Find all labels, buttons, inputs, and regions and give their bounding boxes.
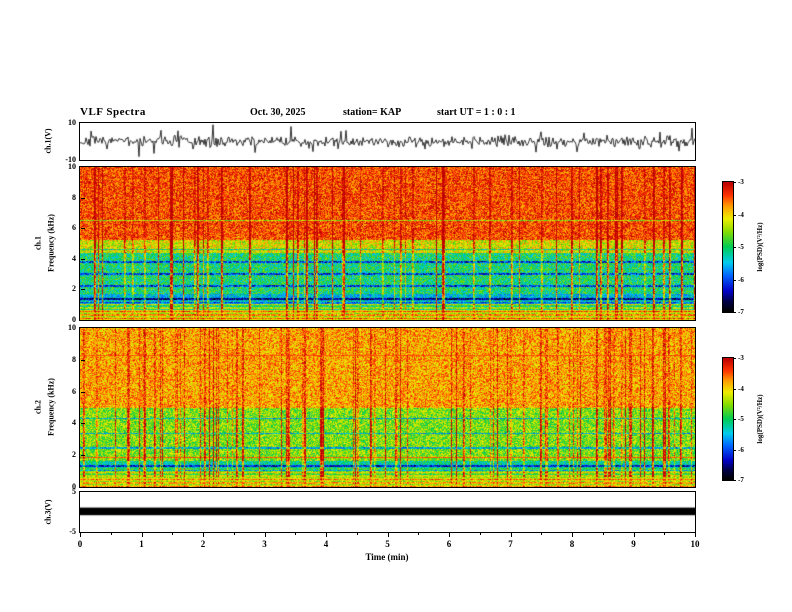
x-minor-tick-mark <box>111 533 112 535</box>
date-label: Oct. 30, 2025 <box>250 107 306 118</box>
colorbar-ch1-label: log(PSD)(V²/Hz) <box>756 222 764 272</box>
x-tick-label: 4 <box>323 539 329 549</box>
colorbar-tick-mark <box>733 419 736 420</box>
colorbar-tick-mark <box>733 450 736 451</box>
y-tick-label: 10 <box>68 118 76 127</box>
ch1-spectrogram-canvas <box>80 167 695 320</box>
x-tick-label: 9 <box>631 539 636 549</box>
x-tick-label: 6 <box>446 539 452 549</box>
colorbar-tick-mark <box>733 480 736 481</box>
ch2-channel-axis-label: ch.2 <box>33 400 43 414</box>
colorbar-tick-mark <box>733 215 736 216</box>
y-tick-mark <box>81 423 85 424</box>
colorbar-tick-mark <box>733 389 736 390</box>
y-tick-mark <box>81 198 85 199</box>
x-minor-tick-mark <box>480 533 481 535</box>
x-tick-mark <box>265 533 266 537</box>
y-tick-label: 10 <box>68 323 76 332</box>
colorbar-tick-label: -7 <box>738 308 744 316</box>
y-tick-label: -5 <box>69 527 76 536</box>
y-tick-label: 0 <box>72 315 76 324</box>
colorbar-tick-label: -5 <box>738 415 744 423</box>
y-tick-mark <box>81 259 85 260</box>
y-tick-label: 5 <box>72 487 76 496</box>
y-tick-label: 10 <box>68 162 76 171</box>
ch2-spectrogram-panel <box>79 327 696 488</box>
x-minor-tick-mark <box>603 533 604 535</box>
x-tick-label: 0 <box>77 539 83 549</box>
colorbar-tick-label: -4 <box>738 210 744 219</box>
y-tick-mark <box>81 228 85 229</box>
y-tick-label: 4 <box>72 253 76 263</box>
colorbar-tick-label: -3 <box>738 354 744 362</box>
x-tick-mark <box>80 533 81 537</box>
ch1-waveform-panel <box>79 122 696 161</box>
y-tick-label: 2 <box>72 284 76 294</box>
x-tick-label: 2 <box>200 539 206 549</box>
colorbar-tick-label: -6 <box>738 275 744 284</box>
x-tick-label: 7 <box>508 539 513 549</box>
ch3-waveform-canvas <box>80 492 695 532</box>
y-tick-label: 0 <box>72 482 76 491</box>
time-axis-label: Time (min) <box>365 552 409 562</box>
x-minor-tick-mark <box>541 533 542 535</box>
x-tick-label: 5 <box>385 539 390 549</box>
ch3-waveform-panel <box>79 491 696 533</box>
y-tick-label: 2 <box>72 450 76 460</box>
colorbar-tick-label: -4 <box>738 384 744 393</box>
ch1-channel-axis-label: ch.1 <box>33 236 43 250</box>
x-tick-mark <box>203 533 204 537</box>
y-tick-label: -10 <box>65 155 76 164</box>
y-tick-mark <box>81 360 85 361</box>
colorbar-tick-mark <box>733 280 736 281</box>
x-tick-mark <box>695 533 696 537</box>
y-tick-label: 4 <box>72 418 76 428</box>
x-minor-tick-mark <box>418 533 419 535</box>
figure-title: VLF Spectra <box>80 106 146 118</box>
ch3-voltage-axis-label: ch.3(V) <box>43 499 53 525</box>
colorbar-ch2-label: log(PSD)(V²/Hz) <box>756 394 764 444</box>
colorbar-ch2-canvas <box>723 358 733 480</box>
y-tick-label: 8 <box>72 354 76 364</box>
x-tick-mark <box>634 533 635 537</box>
x-tick-label: 3 <box>262 539 267 549</box>
ch1-waveform-canvas <box>80 123 695 160</box>
colorbar-tick-label: -6 <box>738 445 744 454</box>
x-tick-mark <box>142 533 143 537</box>
x-tick-label: 10 <box>690 539 700 549</box>
colorbar-tick-mark <box>733 358 736 359</box>
colorbar-tick-mark <box>733 247 736 248</box>
colorbar-tick-label: -5 <box>738 243 744 251</box>
y-tick-label: 8 <box>72 192 76 202</box>
colorbar-tick-label: -3 <box>738 178 744 186</box>
ch1-voltage-axis-label: ch.1(V) <box>43 128 53 154</box>
x-minor-tick-mark <box>234 533 235 535</box>
start-ut-label: start UT = 1 : 0 : 1 <box>437 107 516 118</box>
x-tick-mark <box>511 533 512 537</box>
colorbar-tick-mark <box>733 312 736 313</box>
y-tick-mark <box>81 289 85 290</box>
station-label: station= KAP <box>343 107 402 118</box>
x-minor-tick-mark <box>357 533 358 535</box>
ch1-spectrogram-panel <box>79 166 696 321</box>
colorbar-tick-label: -7 <box>738 476 744 484</box>
x-tick-label: 8 <box>569 539 575 549</box>
colorbar-tick-mark <box>733 182 736 183</box>
x-minor-tick-mark <box>664 533 665 535</box>
x-tick-mark <box>326 533 327 537</box>
x-tick-label: 1 <box>139 539 144 549</box>
x-minor-tick-mark <box>172 533 173 535</box>
ch2-spectrogram-canvas <box>80 328 695 487</box>
y-tick-mark <box>81 392 85 393</box>
y-tick-mark <box>81 455 85 456</box>
x-minor-tick-mark <box>295 533 296 535</box>
y-tick-label: 6 <box>72 386 76 396</box>
x-tick-mark <box>572 533 573 537</box>
x-tick-mark <box>388 533 389 537</box>
colorbar-ch1-canvas <box>723 182 733 312</box>
y-tick-label: 6 <box>72 223 76 233</box>
x-tick-mark <box>449 533 450 537</box>
